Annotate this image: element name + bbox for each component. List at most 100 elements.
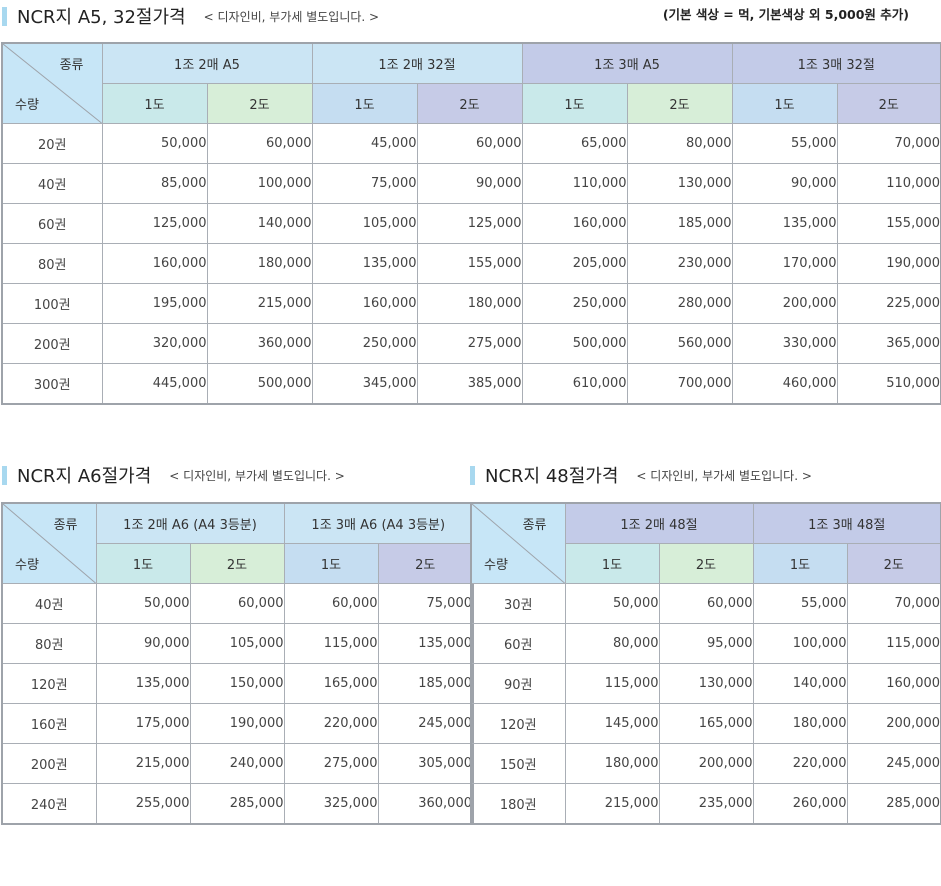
table-row: 100권 195,000 215,000 160,000 180,000 250,000 2… <box>2 284 941 324</box>
price-cell: 55,000 <box>732 124 837 164</box>
price-cell: 170,000 <box>732 244 837 284</box>
section-heading-a6: NCR지 A6절가격 < 디자인비, 부가세 별도입니다. > <box>2 462 345 488</box>
price-cell: 285,000 <box>190 784 284 825</box>
price-cell: 110,000 <box>522 164 627 204</box>
quantity-cell: 150권 <box>471 744 565 784</box>
sub-header: 2도 <box>847 544 941 584</box>
price-cell: 115,000 <box>565 664 659 704</box>
price-cell: 130,000 <box>659 664 753 704</box>
table-body: 40권 50,000 60,000 60,000 75,000 80권 90,000 105,… <box>2 584 473 825</box>
price-cell: 230,000 <box>627 244 732 284</box>
table-row: 160권 175,000 190,000 220,000 245,000 <box>2 704 473 744</box>
group-header: 1조 2매 A5 <box>102 43 312 84</box>
sub-header: 2도 <box>837 84 941 124</box>
price-cell: 225,000 <box>837 284 941 324</box>
corner-header: 종류 수량 <box>2 43 102 124</box>
heading-accent-bar <box>2 7 7 26</box>
quantity-cell: 80권 <box>2 244 102 284</box>
price-cell: 75,000 <box>312 164 417 204</box>
corner-header: 종류 수량 <box>2 503 96 584</box>
price-cell: 55,000 <box>753 584 847 624</box>
price-cell: 135,000 <box>96 664 190 704</box>
price-cell: 385,000 <box>417 364 522 405</box>
price-cell: 90,000 <box>417 164 522 204</box>
price-cell: 140,000 <box>753 664 847 704</box>
corner-type-label: 종류 <box>60 54 84 73</box>
price-cell: 275,000 <box>417 324 522 364</box>
table-row: 300권 445,000 500,000 345,000 385,000 610,000 7… <box>2 364 941 405</box>
price-cell: 60,000 <box>417 124 522 164</box>
price-cell: 165,000 <box>659 704 753 744</box>
price-cell: 110,000 <box>837 164 941 204</box>
price-cell: 155,000 <box>417 244 522 284</box>
price-cell: 90,000 <box>96 624 190 664</box>
price-cell: 200,000 <box>659 744 753 784</box>
corner-qty-label: 수량 <box>15 554 39 573</box>
price-cell: 325,000 <box>284 784 378 825</box>
price-cell: 80,000 <box>627 124 732 164</box>
price-cell: 160,000 <box>522 204 627 244</box>
quantity-cell: 200권 <box>2 324 102 364</box>
quantity-cell: 60권 <box>2 204 102 244</box>
quantity-cell: 40권 <box>2 584 96 624</box>
price-cell: 135,000 <box>378 624 473 664</box>
price-cell: 60,000 <box>284 584 378 624</box>
price-cell: 100,000 <box>207 164 312 204</box>
corner-qty-label: 수량 <box>15 94 39 113</box>
quantity-cell: 80권 <box>2 624 96 664</box>
price-cell: 445,000 <box>102 364 207 405</box>
sub-header: 1도 <box>312 84 417 124</box>
price-cell: 155,000 <box>837 204 941 244</box>
price-cell: 220,000 <box>284 704 378 744</box>
section-heading-a5-32: NCR지 A5, 32절가격 < 디자인비, 부가세 별도입니다. > <box>2 3 379 29</box>
price-cell: 145,000 <box>565 704 659 744</box>
price-cell: 255,000 <box>96 784 190 825</box>
table-body: 20권 50,000 60,000 45,000 60,000 65,000 80,000 5… <box>2 124 941 405</box>
price-cell: 215,000 <box>207 284 312 324</box>
price-cell: 75,000 <box>378 584 473 624</box>
price-cell: 200,000 <box>847 704 941 744</box>
price-cell: 70,000 <box>837 124 941 164</box>
quantity-cell: 200권 <box>2 744 96 784</box>
price-cell: 275,000 <box>284 744 378 784</box>
price-cell: 105,000 <box>190 624 284 664</box>
section-heading-48: NCR지 48절가격 < 디자인비, 부가세 별도입니다. > <box>470 462 812 488</box>
price-cell: 50,000 <box>565 584 659 624</box>
price-cell: 160,000 <box>312 284 417 324</box>
price-cell: 190,000 <box>190 704 284 744</box>
quantity-cell: 40권 <box>2 164 102 204</box>
price-cell: 140,000 <box>207 204 312 244</box>
group-header: 1조 3매 A6 (A4 3등분) <box>284 503 473 544</box>
sub-header: 1도 <box>96 544 190 584</box>
price-cell: 185,000 <box>627 204 732 244</box>
price-cell: 95,000 <box>659 624 753 664</box>
color-surcharge-note: (기본 색상 = 먹, 기본색상 외 5,000원 추가) <box>663 4 909 23</box>
price-cell: 180,000 <box>753 704 847 744</box>
price-cell: 195,000 <box>102 284 207 324</box>
price-cell: 235,000 <box>659 784 753 825</box>
price-cell: 100,000 <box>753 624 847 664</box>
table-row: 60권 125,000 140,000 105,000 125,000 160,000 18… <box>2 204 941 244</box>
price-cell: 280,000 <box>627 284 732 324</box>
price-cell: 250,000 <box>312 324 417 364</box>
price-cell: 215,000 <box>96 744 190 784</box>
group-header: 1조 3매 32절 <box>732 43 941 84</box>
price-cell: 135,000 <box>732 204 837 244</box>
section-title: NCR지 A5, 32절가격 <box>17 3 186 29</box>
price-cell: 500,000 <box>522 324 627 364</box>
price-cell: 200,000 <box>732 284 837 324</box>
quantity-cell: 20권 <box>2 124 102 164</box>
price-cell: 205,000 <box>522 244 627 284</box>
price-cell: 245,000 <box>378 704 473 744</box>
price-cell: 105,000 <box>312 204 417 244</box>
sub-header: 2도 <box>378 544 473 584</box>
table-body: 30권 50,000 60,000 55,000 70,000 60권 80,000 95,0… <box>471 584 941 825</box>
price-cell: 60,000 <box>659 584 753 624</box>
price-cell: 150,000 <box>190 664 284 704</box>
table-row: 60권 80,000 95,000 100,000 115,000 <box>471 624 941 664</box>
table-row: 30권 50,000 60,000 55,000 70,000 <box>471 584 941 624</box>
price-cell: 165,000 <box>284 664 378 704</box>
table-row: 120권 145,000 165,000 180,000 200,000 <box>471 704 941 744</box>
corner-type-label: 종류 <box>54 514 78 533</box>
price-cell: 285,000 <box>847 784 941 825</box>
